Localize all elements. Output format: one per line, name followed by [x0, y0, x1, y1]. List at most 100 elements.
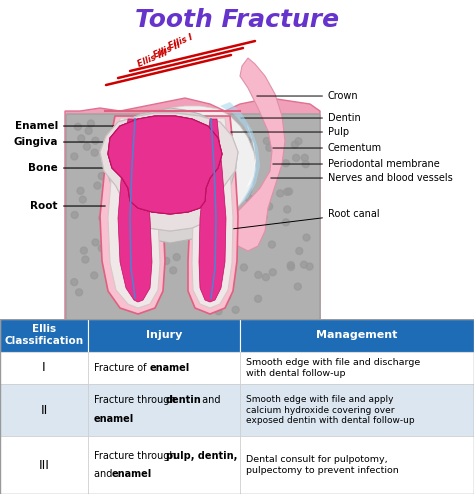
Circle shape	[146, 288, 153, 295]
Circle shape	[143, 209, 149, 216]
Circle shape	[124, 295, 131, 302]
Circle shape	[197, 263, 204, 270]
FancyBboxPatch shape	[240, 436, 474, 494]
Text: Fracture through: Fracture through	[94, 395, 179, 406]
Text: enamel: enamel	[150, 363, 190, 373]
Text: Enamel: Enamel	[15, 121, 115, 131]
Circle shape	[147, 166, 155, 173]
Circle shape	[301, 261, 308, 268]
Circle shape	[103, 156, 110, 163]
Circle shape	[79, 196, 86, 203]
Text: III: III	[38, 458, 49, 472]
Circle shape	[124, 228, 131, 235]
Circle shape	[127, 170, 134, 177]
Circle shape	[303, 234, 310, 241]
Circle shape	[158, 188, 165, 195]
Circle shape	[287, 262, 294, 269]
Polygon shape	[108, 118, 160, 308]
Circle shape	[269, 269, 276, 276]
Circle shape	[87, 120, 94, 127]
Text: and: and	[94, 469, 116, 479]
Polygon shape	[199, 119, 226, 302]
FancyBboxPatch shape	[88, 436, 240, 494]
Circle shape	[74, 124, 82, 130]
Polygon shape	[232, 58, 285, 251]
Circle shape	[255, 215, 262, 222]
Text: I: I	[42, 362, 46, 374]
Circle shape	[214, 173, 221, 181]
Circle shape	[212, 301, 219, 308]
Circle shape	[216, 283, 223, 290]
Polygon shape	[192, 118, 233, 308]
Text: Root: Root	[30, 201, 105, 211]
Polygon shape	[100, 113, 238, 231]
Polygon shape	[100, 116, 165, 314]
Circle shape	[143, 291, 150, 298]
Circle shape	[245, 195, 252, 202]
Text: Periodontal membrane: Periodontal membrane	[273, 159, 440, 169]
Circle shape	[151, 288, 158, 295]
Polygon shape	[118, 119, 152, 302]
Circle shape	[107, 280, 114, 287]
Circle shape	[149, 297, 156, 304]
Circle shape	[235, 235, 242, 242]
Circle shape	[296, 247, 303, 254]
Circle shape	[189, 252, 196, 259]
Circle shape	[201, 177, 208, 184]
FancyBboxPatch shape	[240, 352, 474, 384]
Circle shape	[213, 132, 220, 139]
Text: Ellis II: Ellis II	[152, 41, 182, 60]
Circle shape	[139, 279, 146, 286]
Circle shape	[283, 188, 291, 195]
Circle shape	[138, 302, 145, 309]
Circle shape	[98, 245, 105, 252]
Circle shape	[224, 276, 231, 283]
FancyBboxPatch shape	[240, 384, 474, 436]
Circle shape	[221, 206, 228, 213]
Circle shape	[294, 283, 301, 290]
Text: Management: Management	[316, 330, 398, 340]
Circle shape	[224, 276, 231, 283]
Polygon shape	[108, 116, 222, 214]
Circle shape	[71, 279, 78, 286]
FancyBboxPatch shape	[88, 384, 240, 436]
Circle shape	[234, 225, 241, 232]
Text: Nerves and blood vessels: Nerves and blood vessels	[271, 173, 453, 183]
Circle shape	[216, 213, 223, 220]
Circle shape	[132, 182, 138, 189]
Text: Fracture of: Fracture of	[94, 363, 150, 373]
Polygon shape	[106, 108, 236, 243]
Circle shape	[92, 137, 99, 144]
Text: Injury: Injury	[146, 330, 182, 340]
Circle shape	[263, 274, 269, 281]
Circle shape	[192, 266, 200, 273]
Circle shape	[255, 295, 262, 302]
Text: and: and	[199, 395, 220, 406]
Circle shape	[170, 267, 177, 274]
Text: Dental consult for pulpotomy,
pulpectomy to prevent infection: Dental consult for pulpotomy, pulpectomy…	[246, 455, 399, 475]
Circle shape	[83, 143, 91, 150]
Polygon shape	[134, 106, 256, 226]
Circle shape	[133, 263, 140, 270]
Circle shape	[140, 239, 146, 246]
FancyBboxPatch shape	[0, 352, 88, 384]
Circle shape	[77, 187, 84, 194]
Circle shape	[145, 212, 152, 219]
Circle shape	[113, 274, 120, 281]
Circle shape	[245, 187, 252, 194]
FancyBboxPatch shape	[0, 384, 88, 436]
Circle shape	[239, 169, 246, 176]
Circle shape	[221, 142, 228, 149]
Circle shape	[244, 137, 251, 144]
Circle shape	[260, 213, 267, 220]
Polygon shape	[220, 102, 260, 204]
Circle shape	[137, 305, 144, 312]
Text: Gingiva: Gingiva	[13, 137, 105, 147]
Circle shape	[266, 144, 273, 151]
Circle shape	[231, 164, 238, 170]
Circle shape	[94, 182, 101, 189]
Circle shape	[295, 138, 302, 145]
Circle shape	[146, 274, 154, 281]
Circle shape	[118, 211, 124, 218]
Circle shape	[201, 274, 208, 281]
